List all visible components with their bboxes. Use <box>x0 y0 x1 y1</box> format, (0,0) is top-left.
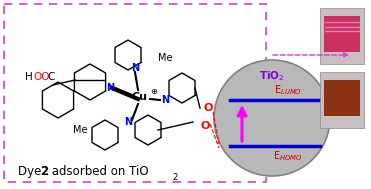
Bar <box>320 8 364 64</box>
Bar <box>324 16 360 52</box>
Text: O: O <box>200 121 210 131</box>
Text: N: N <box>106 83 114 93</box>
Circle shape <box>214 60 330 176</box>
Text: OO: OO <box>33 72 49 82</box>
Text: 2: 2 <box>40 165 48 178</box>
Text: N: N <box>131 63 139 73</box>
Text: N: N <box>124 117 132 127</box>
Bar <box>4 4 266 182</box>
Text: N: N <box>161 95 169 105</box>
Text: adsorbed on TiO: adsorbed on TiO <box>48 165 149 178</box>
Text: Me: Me <box>158 53 173 63</box>
Bar <box>324 80 360 116</box>
Text: Me: Me <box>73 125 88 135</box>
Text: H: H <box>25 72 33 82</box>
Text: C: C <box>47 72 55 82</box>
Text: Dye: Dye <box>18 165 45 178</box>
Text: ⊕: ⊕ <box>151 87 158 95</box>
Text: E$_{LUMO}$: E$_{LUMO}$ <box>274 83 302 97</box>
Text: Cu: Cu <box>132 92 148 102</box>
Text: O: O <box>203 103 213 113</box>
Text: E$_{HOMO}$: E$_{HOMO}$ <box>273 149 303 163</box>
Text: 2: 2 <box>172 173 177 182</box>
Text: TiO$_2$: TiO$_2$ <box>259 69 285 83</box>
Bar <box>320 72 364 128</box>
